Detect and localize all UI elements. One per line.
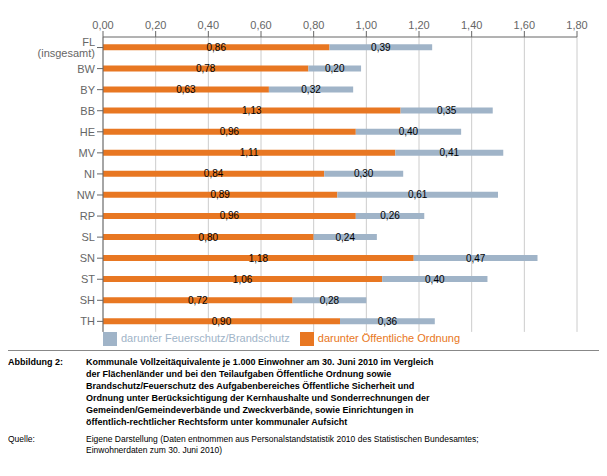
- html-text:Quelle:: Quelle:: [8, 434, 35, 444]
- svg-text:1,18: 1,18: [249, 253, 269, 264]
- svg-text:0,80: 0,80: [199, 232, 219, 243]
- svg-text:0,36: 0,36: [378, 316, 398, 327]
- html-text:Abbildung 2:: Abbildung 2:: [8, 357, 63, 367]
- svg-text:0,39: 0,39: [371, 42, 391, 53]
- svg-text:RP: RP: [80, 210, 95, 222]
- svg-text:1,80: 1,80: [566, 19, 587, 31]
- svg-text:1,11: 1,11: [240, 147, 259, 158]
- svg-text:0,20: 0,20: [145, 19, 166, 31]
- svg-text:BW: BW: [77, 63, 95, 75]
- svg-text:HE: HE: [80, 126, 95, 138]
- svg-text:0,20: 0,20: [325, 63, 345, 74]
- svg-text:SL: SL: [82, 231, 95, 243]
- svg-text:MV: MV: [79, 147, 96, 159]
- svg-text:FL(insgesamt): FL(insgesamt): [38, 36, 95, 59]
- svg-text:0,41: 0,41: [440, 147, 460, 158]
- html-text:Eigene Darstellung (Daten entn: Eigene Darstellung (Daten entnommen aus …: [86, 434, 479, 455]
- svg-text:0,89: 0,89: [210, 189, 230, 200]
- svg-text:0,28: 0,28: [320, 295, 340, 306]
- svg-text:0,90: 0,90: [212, 316, 232, 327]
- svg-text:0,35: 0,35: [437, 105, 457, 116]
- svg-text:0,96: 0,96: [220, 210, 240, 221]
- svg-text:0,86: 0,86: [206, 42, 226, 53]
- svg-text:ST: ST: [81, 273, 95, 285]
- svg-text:1,20: 1,20: [408, 19, 429, 31]
- svg-text:0,32: 0,32: [301, 84, 321, 95]
- html-text:Kommunale Vollzeitäquivalente: Kommunale Vollzeitäquivalente je 1.000 E…: [86, 357, 434, 427]
- svg-text:0,80: 0,80: [303, 19, 324, 31]
- svg-text:0,84: 0,84: [204, 168, 224, 179]
- svg-text:BB: BB: [80, 105, 95, 117]
- svg-text:0,60: 0,60: [250, 19, 271, 31]
- svg-text:BY: BY: [80, 84, 95, 96]
- svg-text:SH: SH: [80, 294, 95, 306]
- svg-text:0,24: 0,24: [336, 232, 356, 243]
- svg-text:0,47: 0,47: [466, 253, 486, 264]
- svg-text:0,63: 0,63: [176, 84, 196, 95]
- svg-text:1,13: 1,13: [242, 105, 262, 116]
- svg-text:0,00: 0,00: [92, 19, 113, 31]
- svg-text:0,30: 0,30: [354, 168, 374, 179]
- svg-text:1,40: 1,40: [461, 19, 482, 31]
- svg-text:0,26: 0,26: [380, 210, 400, 221]
- svg-text:NW: NW: [77, 189, 96, 201]
- svg-text:0,40: 0,40: [399, 126, 419, 137]
- svg-text:0,40: 0,40: [425, 274, 445, 285]
- svg-text:1,60: 1,60: [514, 19, 535, 31]
- svg-text:0,40: 0,40: [198, 19, 219, 31]
- svg-text:TH: TH: [80, 315, 95, 327]
- svg-text:NI: NI: [84, 168, 95, 180]
- svg-text:0,72: 0,72: [188, 295, 208, 306]
- html-text:darunter Öffentliche Ordnung: darunter Öffentliche Ordnung: [317, 331, 460, 344]
- svg-text:0,78: 0,78: [196, 63, 216, 74]
- svg-text:SN: SN: [80, 252, 95, 264]
- svg-text:1,00: 1,00: [356, 19, 377, 31]
- html-text:darunter Feuerschutz/Brandschu: darunter Feuerschutz/Brandschutz: [121, 331, 290, 344]
- svg-text:1,06: 1,06: [233, 274, 253, 285]
- svg-text:0,61: 0,61: [408, 189, 428, 200]
- svg-text:0,96: 0,96: [220, 126, 240, 137]
